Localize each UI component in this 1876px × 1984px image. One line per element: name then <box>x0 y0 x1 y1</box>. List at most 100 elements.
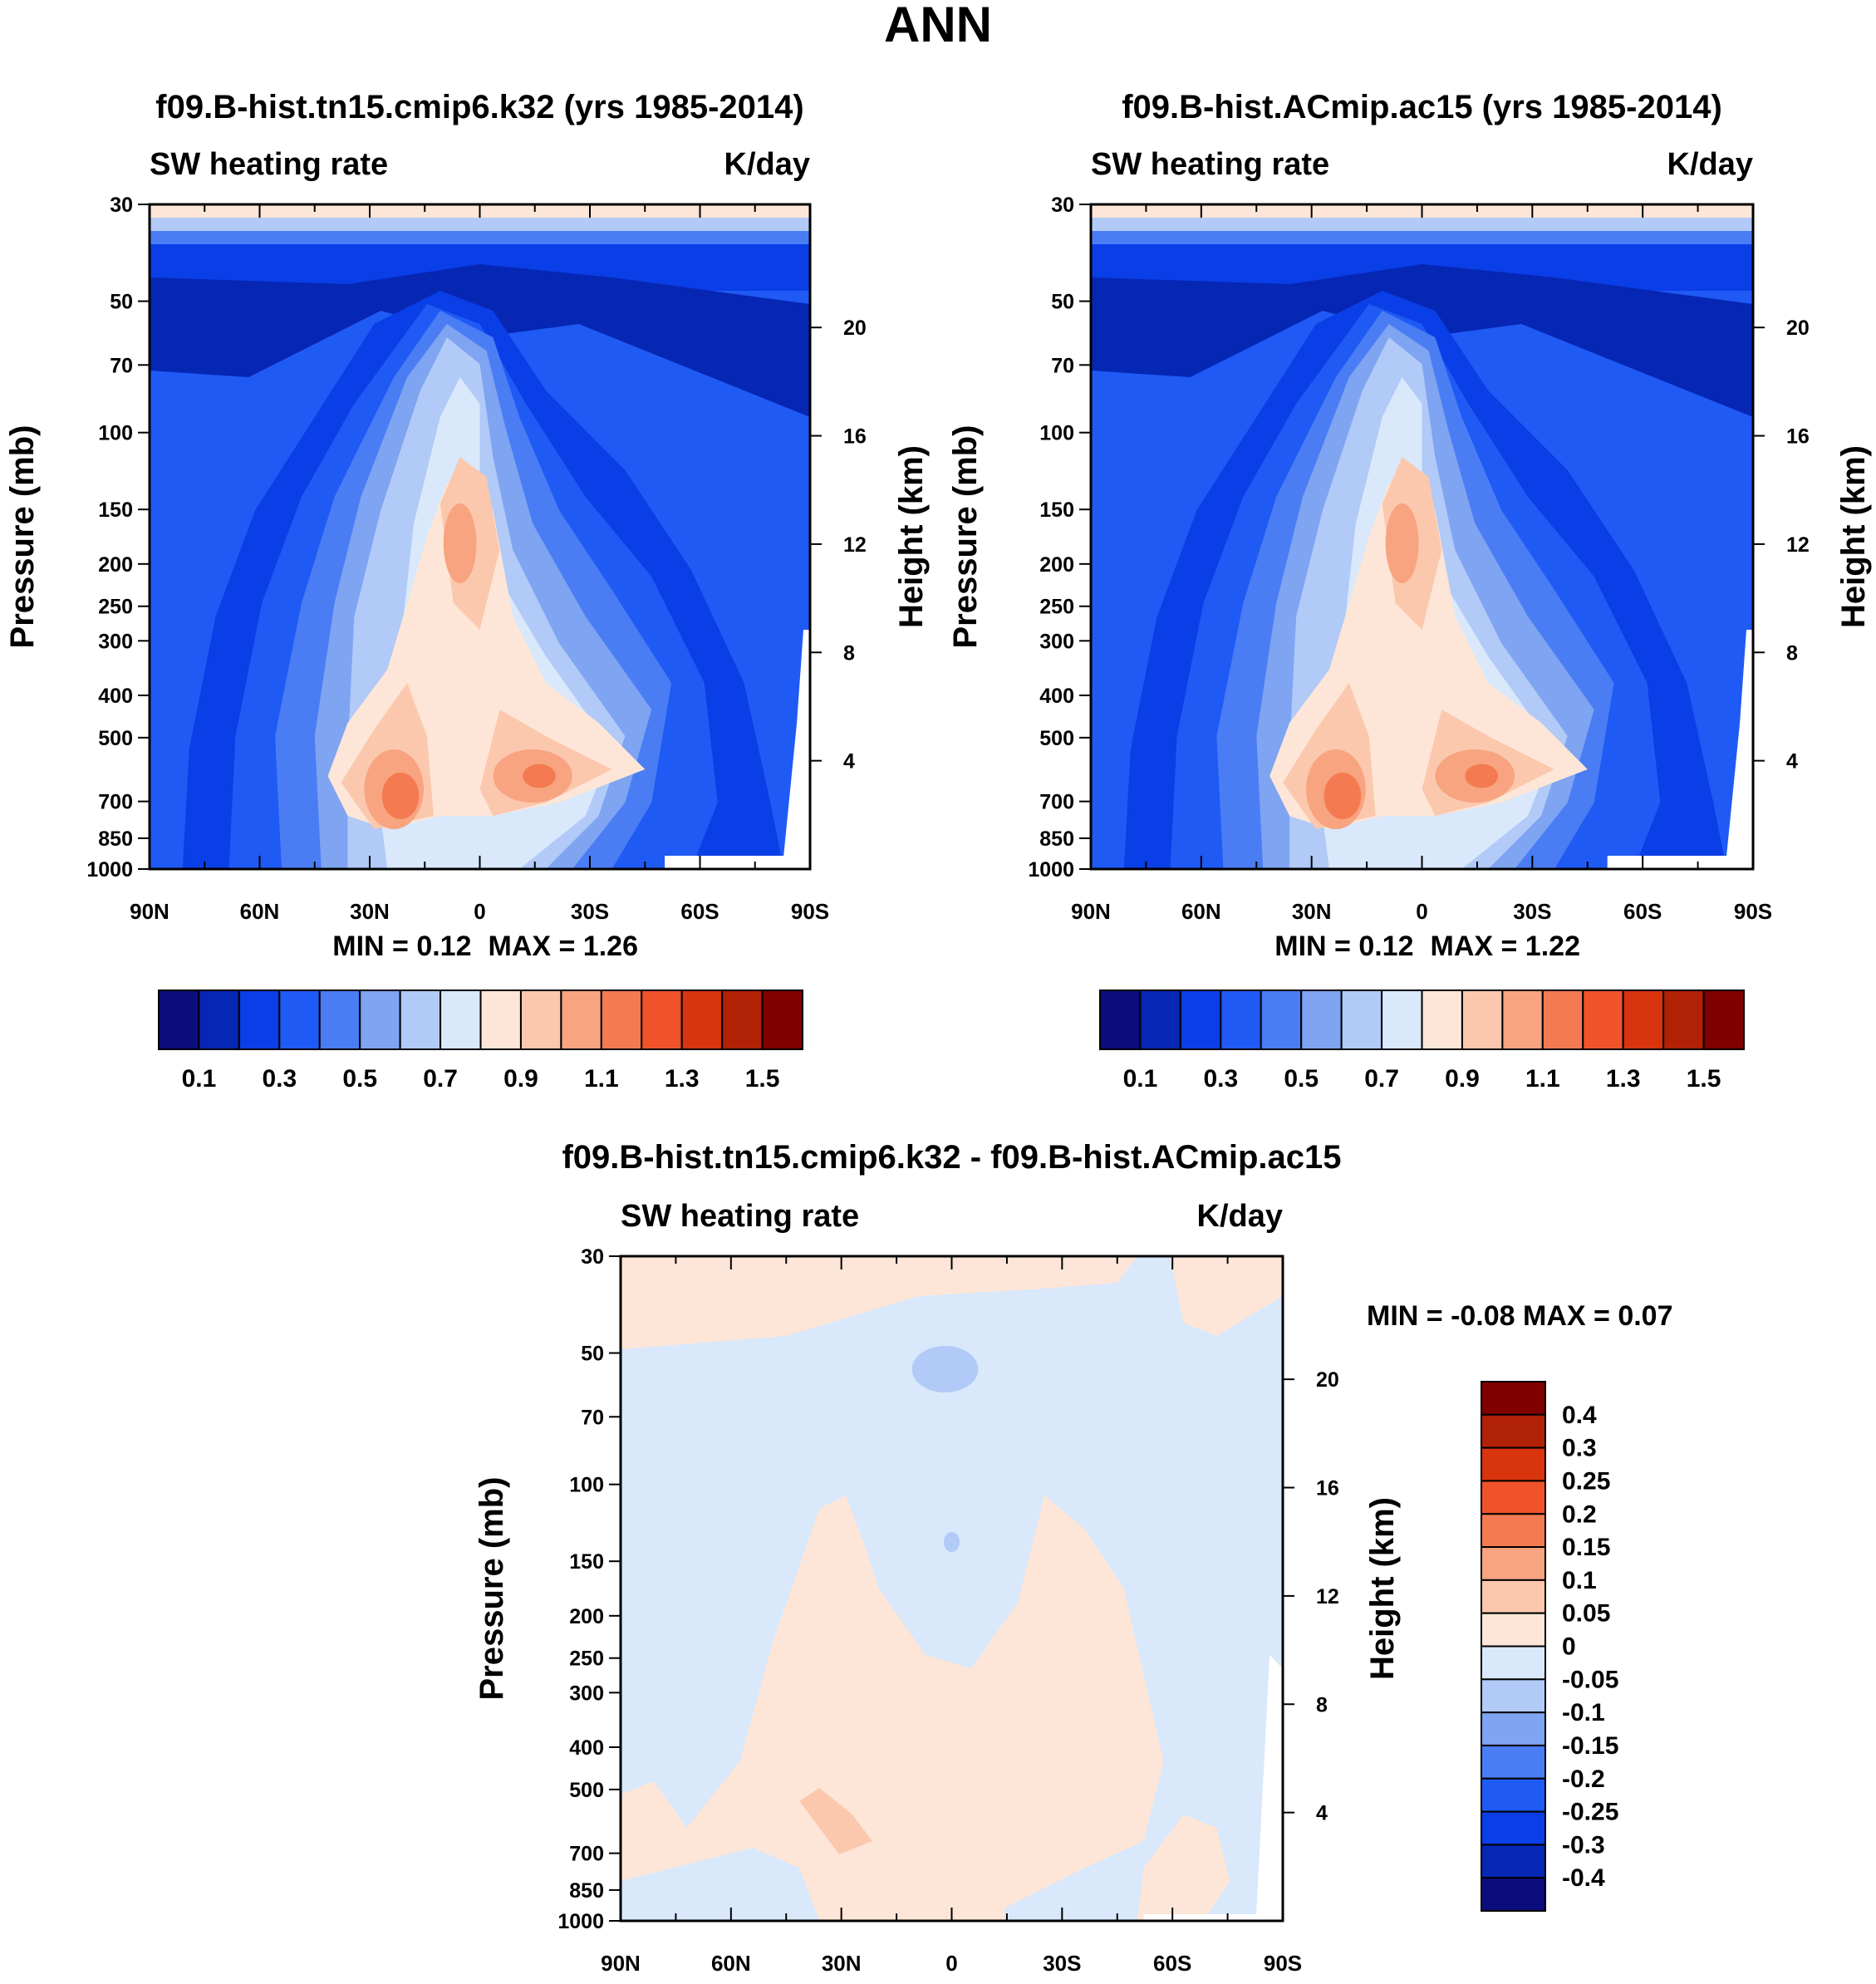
colorbar-box <box>641 990 683 1050</box>
z-tick-label: 12 <box>843 533 867 557</box>
colorbar-box <box>1702 990 1745 1050</box>
y-tick-label: 50 <box>110 291 133 314</box>
missing-data-mask <box>1143 1655 1283 1921</box>
y-tick-label: 400 <box>569 1736 604 1760</box>
y-tick-label: 850 <box>1039 827 1074 851</box>
colorbar-box <box>1481 1877 1546 1912</box>
y-tick-label: 100 <box>1039 422 1074 445</box>
panel-title: f09.B-hist.tn15.cmip6.k32 (yrs 1985-2014… <box>155 89 803 125</box>
contour-band <box>443 503 477 583</box>
contour-band <box>1091 218 1753 231</box>
colorbar-box <box>1381 990 1423 1050</box>
colorbar-box <box>238 990 281 1050</box>
y-tick-label: 250 <box>98 596 133 619</box>
panel-title: f09.B-hist.ACmip.ac15 (yrs 1985-2014) <box>1122 89 1722 125</box>
colorbar-label: 0.1 <box>182 1065 217 1093</box>
min-label: MIN = 0.12 <box>1274 931 1413 962</box>
contour-band <box>1324 773 1362 819</box>
y-tick-label: 700 <box>1039 791 1074 814</box>
units-label: K/day <box>1667 147 1753 182</box>
y-tick-label: 850 <box>98 827 133 851</box>
colorbar-box <box>1481 1381 1546 1416</box>
x-tick-label: 60S <box>1623 899 1662 924</box>
colorbar-box <box>399 990 442 1050</box>
colorbar-box <box>1481 1480 1546 1515</box>
y-tick-label: 850 <box>569 1879 604 1903</box>
y-tick-label: 70 <box>1051 354 1074 377</box>
contour-band <box>1091 264 1753 417</box>
y-right-axis-label: Height (km) <box>893 445 930 628</box>
colorbar-label: -0.4 <box>1562 1864 1605 1892</box>
y-tick-label: 400 <box>98 685 133 708</box>
variable-label: SW heating rate <box>621 1199 859 1234</box>
y-tick-label: 250 <box>569 1648 604 1671</box>
x-tick-label: 60S <box>680 899 719 924</box>
contour-band <box>943 1532 960 1552</box>
y-tick-label: 150 <box>569 1550 604 1574</box>
x-tick-label: 90S <box>1264 1951 1302 1976</box>
y-tick-label: 500 <box>1039 727 1074 750</box>
y-tick-label: 200 <box>98 553 133 577</box>
y-tick-label: 30 <box>581 1245 604 1269</box>
colorbar-box <box>519 990 562 1050</box>
colorbar-label: -0.1 <box>1562 1699 1605 1726</box>
colorbar-box <box>600 990 643 1050</box>
x-tick-label: 30S <box>1513 899 1551 924</box>
colorbar-label: 0.5 <box>342 1065 377 1093</box>
y-tick-label: 70 <box>110 354 133 377</box>
y-axis-label: Pressure (mb) <box>474 1477 510 1701</box>
y-tick-label: 100 <box>98 422 133 445</box>
contour-field-3 <box>621 1256 1283 1921</box>
x-tick-label: 30S <box>571 899 609 924</box>
colorbar-box <box>680 990 724 1050</box>
z-tick-label: 20 <box>843 317 867 340</box>
z-tick-label: 12 <box>1786 533 1810 557</box>
colorbar-box <box>1481 1777 1546 1813</box>
x-tick-label: 30N <box>1292 899 1332 924</box>
contour-band <box>381 773 420 819</box>
max-label: MAX = 1.26 <box>489 931 638 962</box>
colorbar-box <box>1662 990 1705 1050</box>
colorbar-label: 0.4 <box>1562 1402 1597 1429</box>
colorbar-box <box>1481 1513 1546 1549</box>
y-tick-label: 250 <box>1039 596 1074 619</box>
colorbar-box <box>1099 990 1142 1050</box>
y-tick-label: 700 <box>98 791 133 814</box>
colorbar-label: 1.5 <box>745 1065 780 1093</box>
z-tick-label: 8 <box>843 641 855 665</box>
colorbar-label: 1.1 <box>584 1065 619 1093</box>
colorbar-label: 0.5 <box>1284 1065 1319 1093</box>
y-tick-label: 300 <box>1039 630 1074 653</box>
x-tick-label: 90N <box>1071 899 1111 924</box>
y-tick-label: 50 <box>581 1343 604 1366</box>
x-tick-label: 60N <box>240 899 280 924</box>
colorbar-box <box>1481 1413 1546 1449</box>
y-right-axis-label: Height (km) <box>1364 1497 1401 1680</box>
colorbar-label: -0.3 <box>1562 1831 1605 1859</box>
colorbar-label: 0.9 <box>1445 1065 1480 1093</box>
min-label: MIN = 0.12 <box>332 931 471 962</box>
y-tick-label: 300 <box>98 630 133 653</box>
contour-band <box>911 1346 979 1392</box>
min-max-label: MIN = -0.08 MAX = 0.07 <box>1367 1300 1673 1332</box>
colorbar-label: 1.3 <box>665 1065 700 1093</box>
y-tick-label: 200 <box>1039 553 1074 577</box>
variable-label: SW heating rate <box>1091 147 1329 182</box>
colorbar-box <box>1481 1446 1546 1482</box>
x-tick-label: 30N <box>822 1951 862 1976</box>
colorbar-box <box>1622 990 1665 1050</box>
z-tick-label: 16 <box>1316 1477 1339 1500</box>
contour-band <box>1137 1815 1230 1921</box>
z-tick-label: 4 <box>1786 750 1798 773</box>
colorbar-box <box>1582 990 1624 1050</box>
colorbar-box <box>440 990 482 1050</box>
contour-band <box>523 764 556 788</box>
colorbar-box <box>1481 1579 1546 1614</box>
colorbar-label: 0 <box>1562 1633 1576 1661</box>
units-label: K/day <box>724 147 810 182</box>
colorbar-box <box>158 990 200 1050</box>
y-tick-label: 500 <box>569 1779 604 1802</box>
colorbar-label: 0.05 <box>1562 1600 1610 1628</box>
colorbar-label: 0.3 <box>1562 1435 1597 1462</box>
